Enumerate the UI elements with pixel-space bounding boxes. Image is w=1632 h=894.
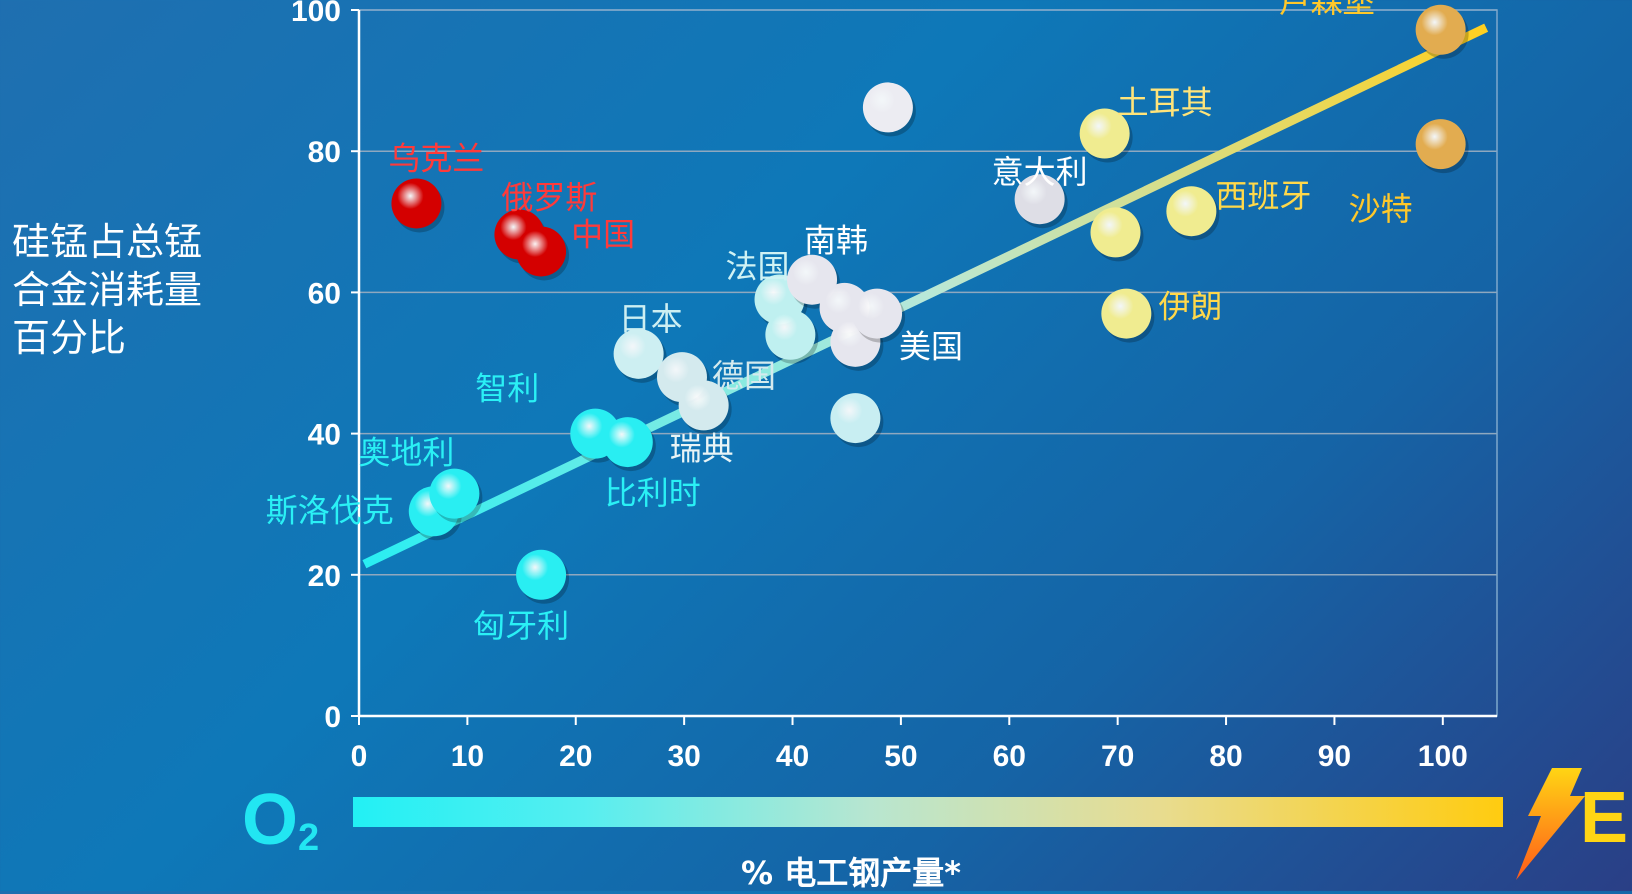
data-point	[830, 393, 881, 444]
point-label: 乌克兰	[388, 139, 484, 177]
energy-symbol: E	[1580, 778, 1629, 858]
data-point	[516, 226, 567, 277]
y-tick-label: 20	[308, 560, 341, 593]
data-points	[391, 4, 1469, 604]
data-point	[1014, 174, 1065, 225]
point-label: 匈牙利	[473, 607, 569, 645]
data-point	[1166, 186, 1217, 237]
point-label: 美国	[899, 328, 963, 366]
data-point	[765, 309, 816, 360]
trendline	[362, 23, 1489, 569]
point-label: 奥地利	[358, 434, 454, 472]
axes	[351, 9, 1498, 725]
point-label: 伊朗	[1158, 288, 1222, 326]
data-point	[862, 82, 913, 133]
y-tick-label: 0	[324, 701, 341, 734]
point-label: 德国	[712, 357, 776, 395]
x-tick-label: 20	[559, 740, 592, 773]
lightning-bolt-icon	[1516, 768, 1585, 880]
trendline-group	[362, 23, 1489, 569]
y-axis-label-line-2: 合金消耗量	[12, 268, 203, 312]
point-label: 智利	[475, 370, 539, 408]
data-point	[852, 288, 903, 339]
y-axis-label-line-3: 百分比	[12, 316, 127, 360]
data-point	[613, 328, 664, 379]
point-label: 日本	[619, 300, 683, 338]
point-label: 西班牙	[1215, 177, 1311, 215]
x-tick-label: 90	[1318, 740, 1351, 773]
data-point	[678, 380, 729, 431]
data-point	[516, 549, 567, 600]
data-point	[1090, 207, 1141, 258]
x-tick-label: 80	[1209, 740, 1242, 773]
y-tick-label: 40	[308, 419, 341, 452]
x-tick-label: 60	[993, 740, 1026, 773]
data-point	[787, 254, 838, 305]
oxygen-letter: O	[242, 780, 299, 860]
point-label: 南韩	[804, 222, 868, 260]
y-tick-label: 100	[291, 0, 341, 28]
y-axis-label: 硅锰占总锰 合金消耗量 百分比	[12, 218, 222, 362]
y-axis-label-line-1: 硅锰占总锰	[12, 220, 203, 264]
point-label: 土耳其	[1117, 84, 1213, 122]
o2-to-energy-gradient-bar	[353, 797, 1503, 827]
point-label: 法国	[726, 247, 790, 285]
point-label: 瑞典	[670, 429, 734, 467]
x-tick-label: 50	[884, 740, 917, 773]
data-point	[1415, 119, 1466, 170]
point-label: 沙特	[1349, 190, 1413, 228]
y-tick-label: 80	[308, 136, 341, 169]
point-label: 中国	[571, 215, 635, 253]
data-point	[1079, 108, 1130, 159]
oxygen-symbol: O2	[242, 780, 319, 878]
data-point	[1101, 288, 1152, 339]
x-axis-label: % 电工钢产量*	[741, 854, 961, 892]
x-tick-label: 100	[1418, 740, 1468, 773]
x-tick-label: 30	[667, 740, 700, 773]
point-label: 斯洛伐克	[266, 491, 394, 529]
x-tick-label: 10	[451, 740, 484, 773]
data-point	[602, 417, 653, 468]
point-label: 俄罗斯	[501, 179, 597, 217]
data-point	[391, 178, 442, 229]
point-label: 意大利	[992, 153, 1088, 191]
data-point	[429, 468, 480, 519]
y-tick-label: 60	[308, 277, 341, 310]
oxygen-subscript: 2	[298, 817, 320, 859]
point-label: 比利时	[605, 474, 701, 512]
point-label: 卢森堡	[1279, 0, 1375, 20]
x-tick-label: 40	[776, 740, 809, 773]
x-tick-label: 70	[1101, 740, 1134, 773]
x-tick-label: 0	[351, 740, 368, 773]
tick-labels: 0 20 40 60 80 100 0 10 20 30 40 50 60 70 80 90 100	[291, 0, 1468, 773]
data-point	[1415, 4, 1466, 55]
